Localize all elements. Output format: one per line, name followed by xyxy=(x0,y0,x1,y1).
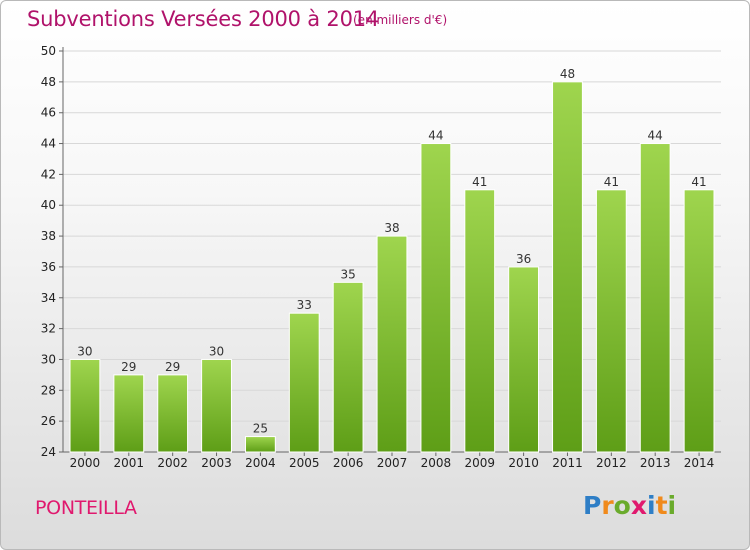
bar xyxy=(376,235,408,453)
y-tick-label: 42 xyxy=(41,167,56,181)
bar-value-label: 41 xyxy=(604,175,619,189)
bar-value-label: 38 xyxy=(384,221,399,235)
logo-letter: o xyxy=(613,491,631,520)
bar-value-label: 36 xyxy=(516,252,531,266)
x-tick-label: 2009 xyxy=(464,456,495,470)
x-tick-label: 2005 xyxy=(289,456,320,470)
bar xyxy=(113,374,145,453)
logo-letter: t xyxy=(655,491,668,520)
bar-value-label: 29 xyxy=(165,360,180,374)
y-tick-label: 34 xyxy=(41,291,56,305)
bar-value-label: 25 xyxy=(253,422,268,436)
logo-letter: P xyxy=(583,491,602,520)
bars xyxy=(69,81,715,453)
logo-letter: x xyxy=(630,491,647,520)
bar-value-label: 30 xyxy=(77,344,92,358)
bar-value-label: 35 xyxy=(340,267,355,281)
bar-value-label: 44 xyxy=(428,129,443,143)
logo-letter: r xyxy=(601,491,614,520)
y-tick-label: 28 xyxy=(41,383,56,397)
bar xyxy=(420,143,452,453)
town-name: PONTEILLA xyxy=(35,497,137,519)
x-tick-label: 2006 xyxy=(333,456,364,470)
bar xyxy=(332,281,364,453)
y-tick-label: 46 xyxy=(41,106,56,120)
x-tick-label: 2001 xyxy=(114,456,145,470)
bar xyxy=(69,358,101,453)
bar-value-label: 33 xyxy=(297,298,312,312)
bar-value-label: 30 xyxy=(209,344,224,358)
bar-value-label: 41 xyxy=(472,175,487,189)
x-tick-label: 2010 xyxy=(508,456,539,470)
y-tick-label: 26 xyxy=(41,414,56,428)
bar-value-label: 41 xyxy=(691,175,706,189)
bar-value-label: 44 xyxy=(648,129,663,143)
y-tick-label: 40 xyxy=(41,198,56,212)
x-tick-label: 2004 xyxy=(245,456,276,470)
bar xyxy=(639,143,671,453)
bar-value-label: 29 xyxy=(121,360,136,374)
labels: 30 29 29 30 25 33 35 38 44 41 36 48 41 44 41 xyxy=(77,67,706,436)
y-tick-label: 44 xyxy=(41,137,56,151)
x-tick-label: 2007 xyxy=(377,456,408,470)
x-tick-label: 2011 xyxy=(552,456,583,470)
chart-title: Subventions Versées 2000 à 2014 xyxy=(27,7,380,31)
x-tick-label: 2008 xyxy=(421,456,452,470)
bar xyxy=(464,189,496,453)
logo-letter: i xyxy=(647,491,656,520)
x-tick-label: 2014 xyxy=(684,456,715,470)
y-tick-label: 50 xyxy=(41,44,56,58)
proxiti-logo[interactable]: Proxiti xyxy=(583,491,676,520)
bar xyxy=(157,374,189,453)
bar xyxy=(244,436,276,453)
bar xyxy=(508,266,540,453)
x-tick-label: 2002 xyxy=(157,456,188,470)
bar xyxy=(595,189,627,453)
x-tick-label: 2012 xyxy=(596,456,627,470)
bar xyxy=(552,81,583,453)
y-tick-label: 38 xyxy=(41,229,56,243)
y-tick-label: 24 xyxy=(41,445,56,459)
x-tick-label: 2003 xyxy=(201,456,232,470)
y-tick-label: 48 xyxy=(41,75,56,89)
bar-value-label: 48 xyxy=(560,67,575,81)
x-tick-label: 2000 xyxy=(70,456,101,470)
logo-letter: i xyxy=(667,491,677,520)
bar xyxy=(683,189,715,453)
y-tick-label: 30 xyxy=(41,352,56,366)
x-tick-label: 2013 xyxy=(640,456,671,470)
bar xyxy=(201,358,232,453)
chart-unit-note: (en milliers d'€) xyxy=(353,13,448,27)
y-tick-label: 36 xyxy=(41,260,56,274)
bar xyxy=(288,312,320,453)
y-tick-label: 32 xyxy=(41,322,56,336)
